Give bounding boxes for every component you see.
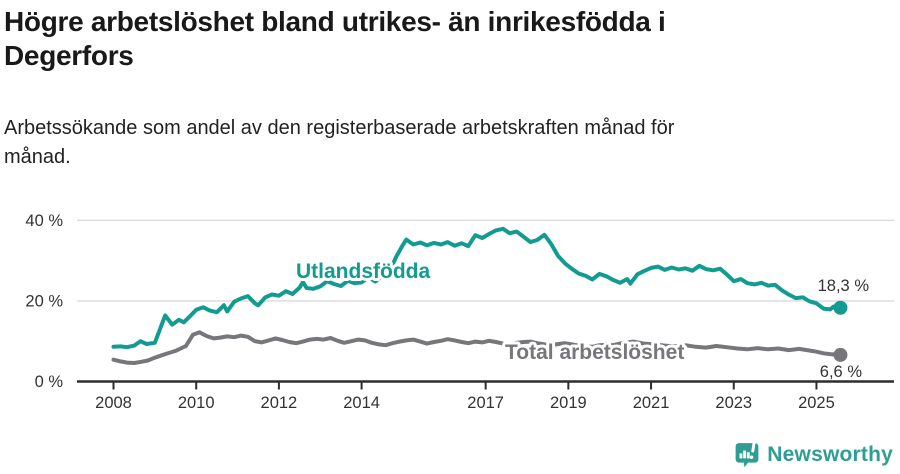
newsworthy-brand: Newsworthy (734, 441, 893, 469)
y-tick-label: 20 % (25, 292, 63, 310)
x-tick-label: 2021 (633, 394, 670, 412)
x-tick-label: 2025 (798, 394, 835, 412)
logo-bar-3 (747, 452, 751, 459)
x-tick-label: 2014 (343, 394, 380, 412)
series-line-utlandsfodda (111, 226, 843, 350)
x-tick-label: 2019 (550, 394, 587, 412)
logo-bar-2 (743, 450, 747, 459)
series-end-value: 18,3 % (818, 277, 870, 295)
logo-bar-1 (739, 453, 743, 459)
x-tick-label: 2023 (715, 394, 752, 412)
subtitle-line-1: Arbetssökande som andel av den registerb… (4, 117, 675, 139)
x-tick-label: 2017 (467, 394, 504, 412)
series-label: Utlandsfödda (296, 260, 430, 283)
brand-name: Newsworthy (767, 443, 893, 466)
title-line-1: Högre arbetslöshet bland utrikes- än inr… (4, 6, 666, 37)
series-end-dot-utlandsfodda (833, 300, 848, 315)
logo-exclamation-stroke (751, 441, 756, 453)
chart-subtitle: Arbetssökande som andel av den registerb… (4, 114, 674, 172)
x-tick-label: 2012 (261, 394, 298, 412)
subtitle-line-2: månad. (4, 146, 71, 168)
y-tick-label: 0 % (35, 373, 64, 391)
y-tick-label: 40 % (25, 212, 63, 230)
x-tick-label: 2010 (178, 394, 215, 412)
logo-exclamation-dot (750, 455, 754, 460)
page-title: Högre arbetslöshet bland utrikes- än inr… (4, 5, 666, 73)
series-line-total (111, 330, 843, 365)
series-end-value: 6,6 % (820, 363, 863, 381)
newsworthy-logo-icon (735, 441, 759, 468)
series-label: Total arbetslöshet (505, 341, 684, 364)
series-end-dot-total (833, 347, 848, 362)
x-tick-label: 2008 (95, 394, 132, 412)
title-line-2: Degerfors (4, 40, 134, 72)
